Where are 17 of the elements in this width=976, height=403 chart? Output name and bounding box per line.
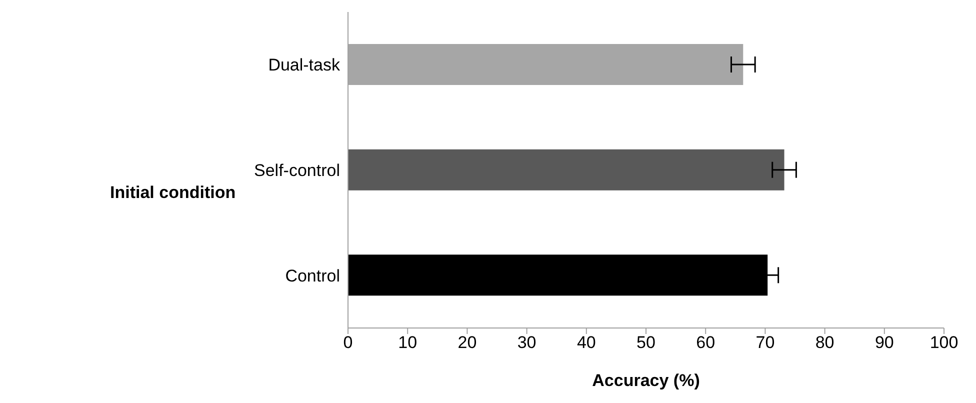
x-tick-label: 10 [398, 333, 418, 352]
x-tick-label: 60 [696, 333, 716, 352]
x-tick-label: 40 [576, 333, 596, 352]
x-axis-title: Accuracy (%) [592, 371, 700, 390]
bar [348, 149, 784, 190]
x-tick-label: 100 [930, 333, 958, 352]
x-tick-label: 30 [517, 333, 536, 352]
x-tick-label: 80 [815, 333, 834, 352]
y-tick-label: Dual-task [268, 56, 340, 75]
x-tick-label: 70 [756, 333, 775, 352]
y-tick-label: Control [285, 266, 340, 286]
x-tick-label: 20 [458, 333, 477, 352]
y-axis-title: Initial condition [110, 183, 236, 202]
x-tick-label: 0 [343, 333, 353, 352]
y-tick-label: Self-control [254, 161, 340, 180]
x-tick-label: 90 [874, 333, 894, 352]
x-tick-label: 50 [636, 333, 656, 352]
